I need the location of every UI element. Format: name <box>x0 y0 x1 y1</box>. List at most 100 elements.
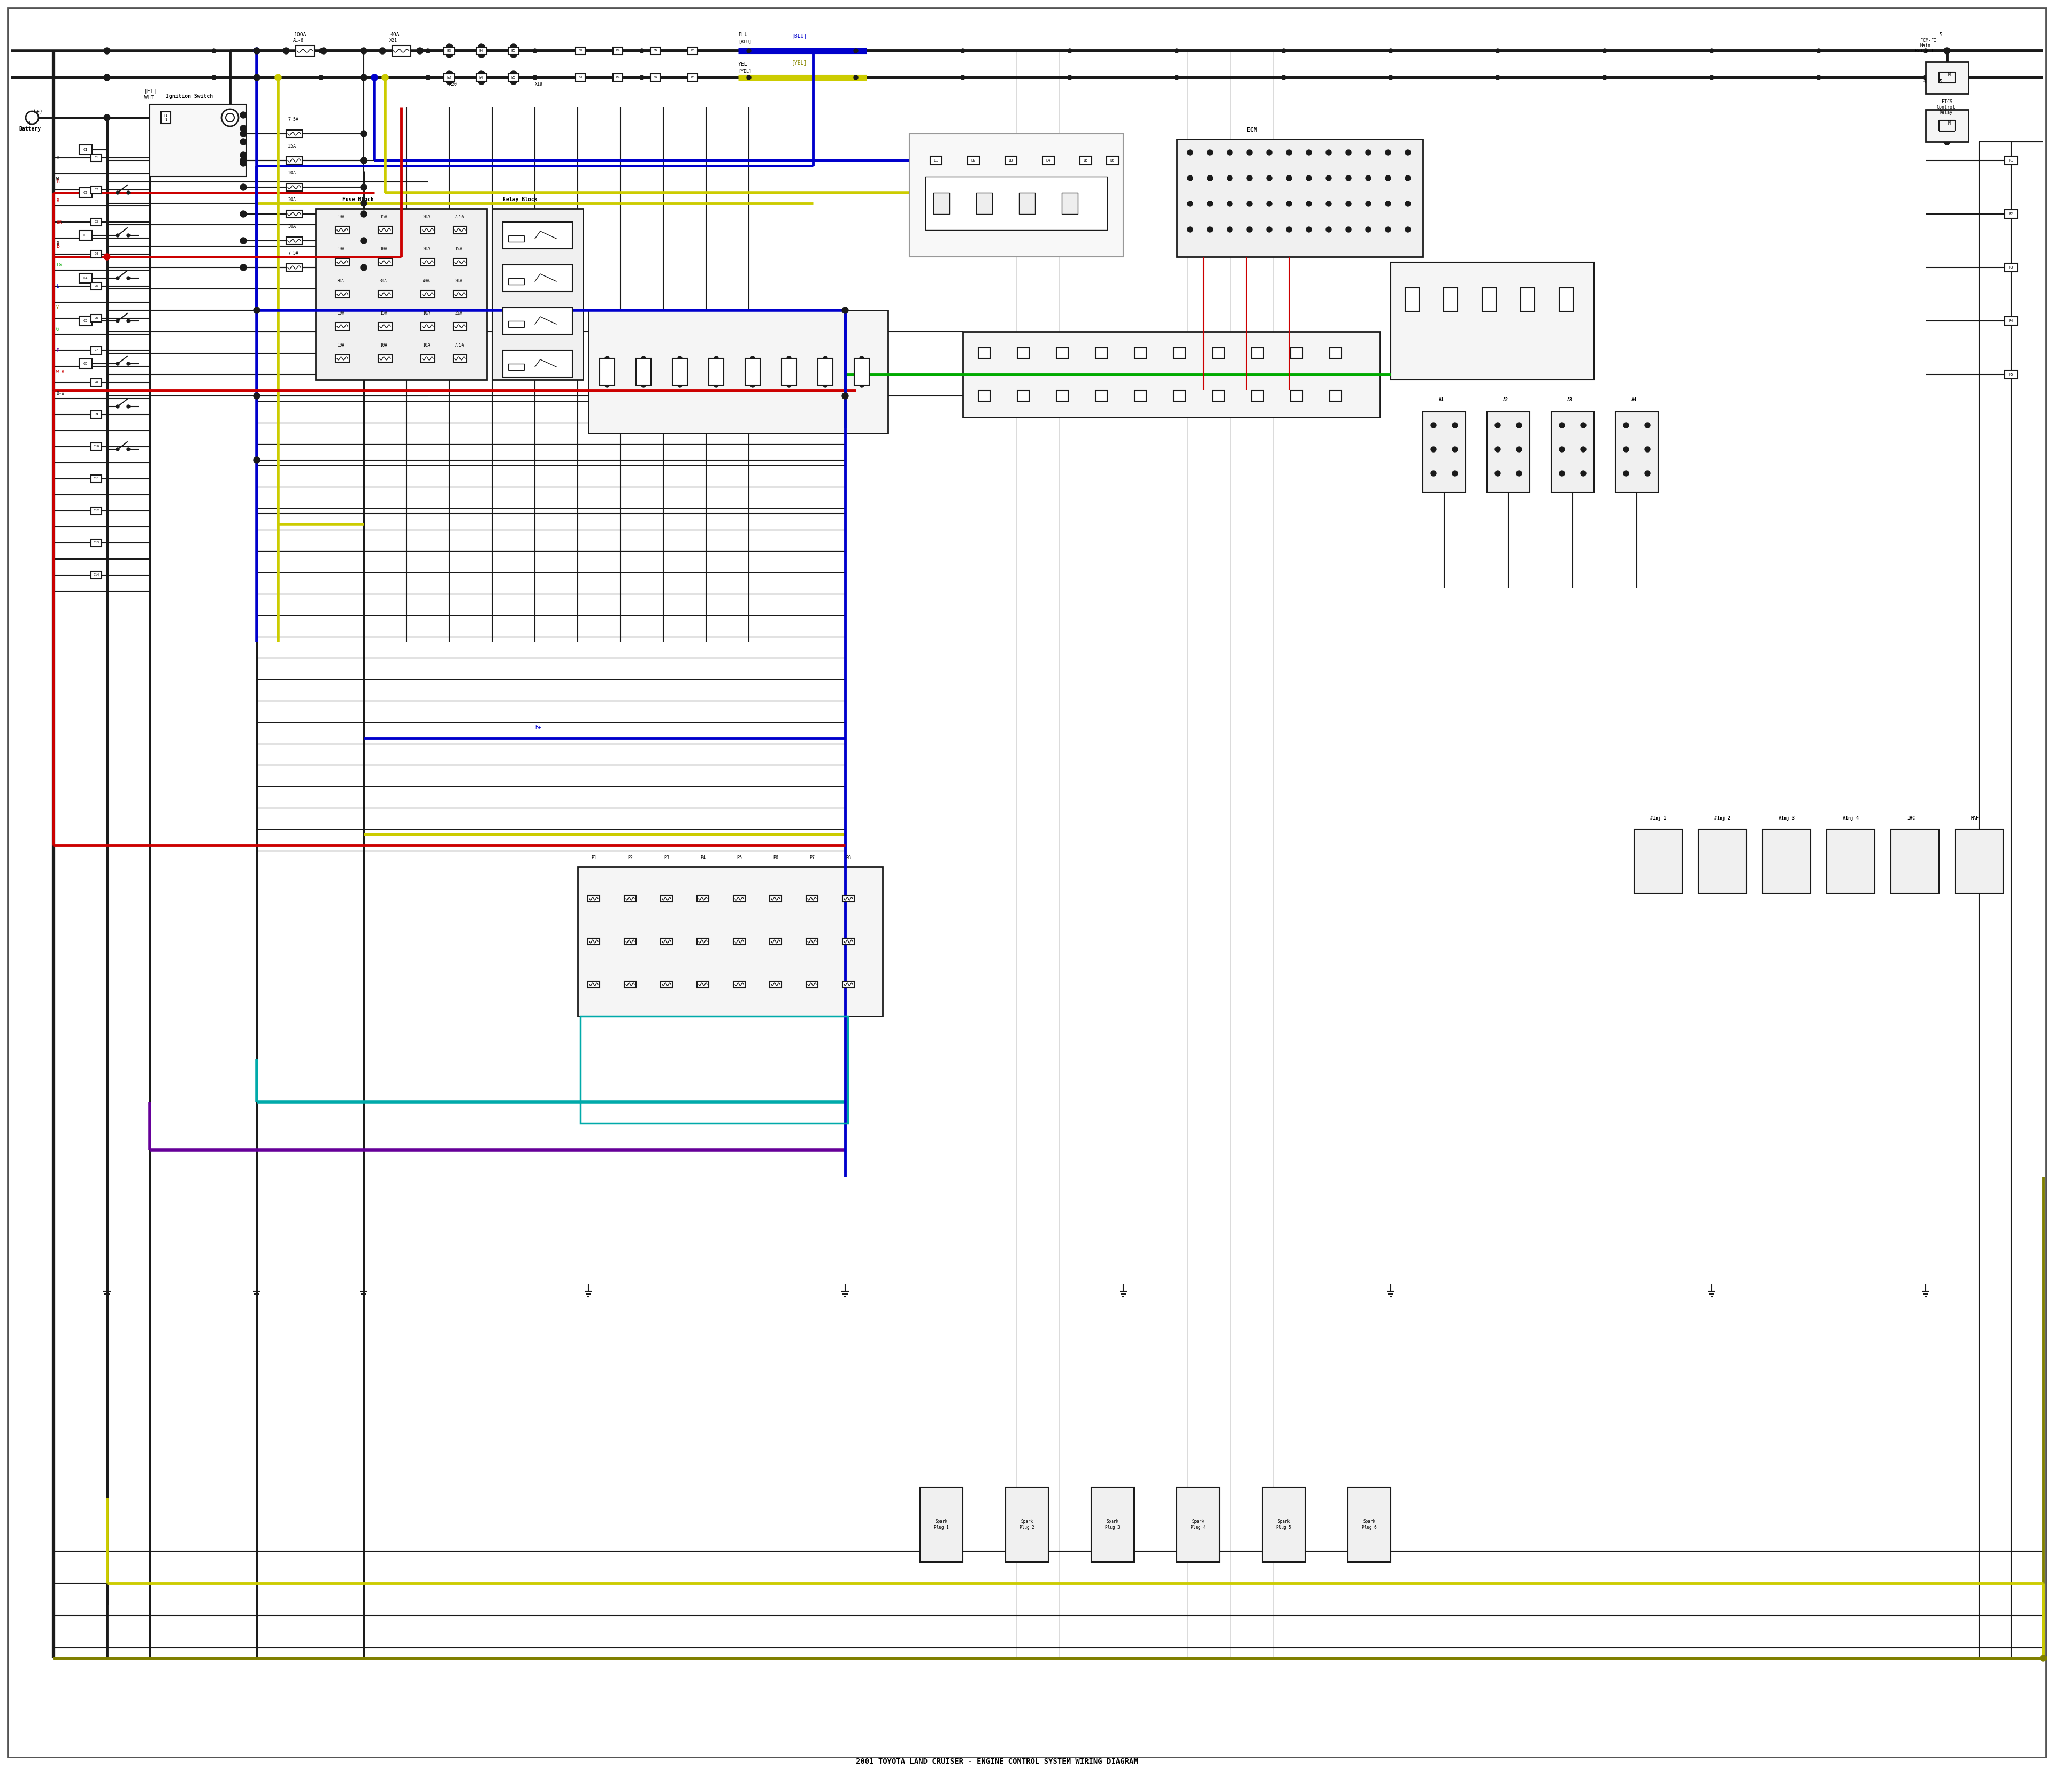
Circle shape <box>362 238 368 244</box>
Circle shape <box>1247 151 1253 156</box>
Circle shape <box>1099 394 1103 398</box>
Text: WHT: WHT <box>144 95 154 100</box>
Bar <box>1095 348 1107 358</box>
Bar <box>80 231 92 240</box>
Circle shape <box>1405 176 1411 181</box>
Bar <box>1927 61 1968 93</box>
Text: B6: B6 <box>1111 159 1115 161</box>
Text: Fuse Block: Fuse Block <box>343 197 374 202</box>
Text: P1: P1 <box>592 855 596 860</box>
Bar <box>661 896 672 901</box>
Bar <box>1134 348 1146 358</box>
Circle shape <box>1306 201 1313 206</box>
Circle shape <box>253 48 261 54</box>
Bar <box>854 358 869 385</box>
Circle shape <box>1138 351 1142 355</box>
Text: [E1]: [E1] <box>144 88 156 93</box>
Circle shape <box>240 131 246 136</box>
Circle shape <box>1452 423 1458 428</box>
Bar <box>378 355 392 362</box>
Circle shape <box>1226 228 1232 233</box>
Circle shape <box>2040 1656 2046 1661</box>
Circle shape <box>1294 394 1298 398</box>
Bar <box>575 47 585 54</box>
Circle shape <box>1068 48 1072 54</box>
Text: C1: C1 <box>84 149 88 151</box>
Text: C4: C4 <box>94 253 99 256</box>
Bar <box>90 251 101 258</box>
Circle shape <box>362 185 368 190</box>
Bar <box>1762 830 1812 894</box>
Bar <box>978 348 990 358</box>
Bar <box>1017 391 1029 401</box>
Circle shape <box>318 48 322 54</box>
Circle shape <box>787 357 791 360</box>
Circle shape <box>362 263 368 271</box>
Circle shape <box>1495 48 1499 54</box>
Text: P7: P7 <box>809 855 815 860</box>
Bar <box>1173 348 1185 358</box>
Text: P5: P5 <box>737 855 741 860</box>
Circle shape <box>1602 48 1606 54</box>
Bar <box>421 323 435 330</box>
Bar <box>507 47 520 54</box>
Circle shape <box>532 75 536 79</box>
Text: B3: B3 <box>448 75 452 79</box>
Bar <box>587 939 600 944</box>
Text: Spark
Plug 5: Spark Plug 5 <box>1276 1520 1292 1530</box>
Circle shape <box>446 43 452 50</box>
Circle shape <box>1267 151 1271 156</box>
Text: 30A: 30A <box>337 280 345 283</box>
Circle shape <box>362 158 368 163</box>
Circle shape <box>509 70 518 77</box>
Circle shape <box>1333 394 1337 398</box>
Circle shape <box>1487 289 1491 294</box>
Circle shape <box>678 357 682 360</box>
Circle shape <box>1582 471 1586 477</box>
Circle shape <box>127 319 129 323</box>
Circle shape <box>1255 394 1259 398</box>
Bar <box>733 939 746 944</box>
Bar <box>90 410 101 418</box>
Circle shape <box>1286 201 1292 206</box>
Bar <box>770 980 781 987</box>
Circle shape <box>824 383 828 387</box>
Bar <box>581 1016 848 1124</box>
Circle shape <box>1943 73 1949 81</box>
Circle shape <box>961 48 965 54</box>
Text: C3: C3 <box>84 233 88 237</box>
Circle shape <box>1495 423 1499 428</box>
Circle shape <box>25 111 39 124</box>
Circle shape <box>1282 75 1286 79</box>
Circle shape <box>1175 48 1179 54</box>
Circle shape <box>117 233 119 237</box>
Bar <box>709 358 723 385</box>
Bar <box>378 226 392 233</box>
Bar <box>1263 1487 1304 1563</box>
Circle shape <box>1516 423 1522 428</box>
Text: 10A: 10A <box>380 342 388 348</box>
Text: B3: B3 <box>448 48 452 52</box>
Circle shape <box>1187 176 1193 181</box>
Circle shape <box>253 457 261 464</box>
Bar <box>160 111 170 124</box>
Text: 40A: 40A <box>423 280 429 283</box>
Circle shape <box>222 109 238 125</box>
Circle shape <box>1345 176 1352 181</box>
Bar <box>454 290 466 297</box>
Text: Y: Y <box>55 305 60 310</box>
Text: B5: B5 <box>1085 159 1089 161</box>
Circle shape <box>1306 151 1313 156</box>
Circle shape <box>1286 151 1292 156</box>
Bar <box>1614 412 1658 493</box>
Circle shape <box>1582 446 1586 452</box>
Text: X21: X21 <box>390 38 396 43</box>
Circle shape <box>382 73 388 81</box>
Circle shape <box>1645 446 1649 452</box>
Bar <box>672 358 688 385</box>
Circle shape <box>1645 423 1649 428</box>
Circle shape <box>253 48 261 54</box>
Bar <box>1019 192 1035 213</box>
Bar <box>1177 1487 1220 1563</box>
Text: C5: C5 <box>84 319 88 323</box>
